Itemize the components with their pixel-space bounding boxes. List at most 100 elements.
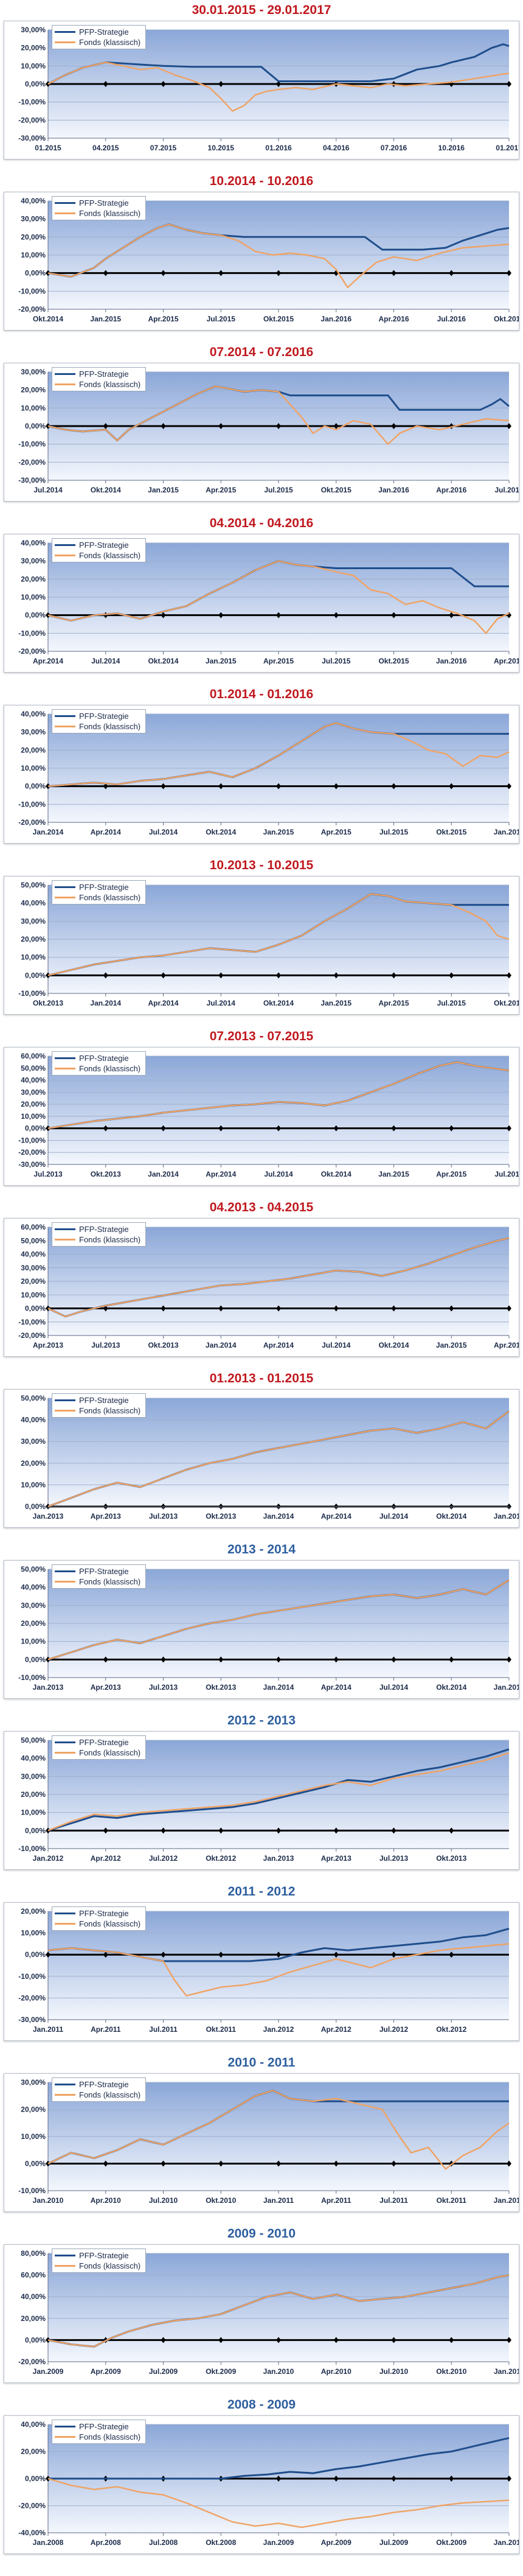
x-tick-marker: [218, 423, 224, 429]
series-line-fund: [47, 1752, 510, 1832]
legend-label-strategy: PFP-Strategie: [79, 2080, 129, 2089]
x-tick-label: Jan.2012: [494, 2196, 519, 2205]
legend-label-fund: Fonds (klassisch): [79, 2261, 141, 2270]
x-tick-marker: [103, 270, 108, 276]
x-tick-label: Apr.2014: [321, 1683, 352, 1692]
x-tick-label: 10.2016: [438, 144, 465, 152]
series-line-fund: [47, 1061, 510, 1129]
y-tick-label: -20,00%: [18, 305, 46, 313]
x-tick-label: Okt.2014: [378, 1341, 409, 1349]
legend-entry-strategy: PFP-Strategie: [55, 711, 140, 721]
x-tick-label: Okt.2015: [263, 315, 294, 323]
y-tick-label: 20,00%: [21, 233, 46, 241]
chart-frame: -30,00% -20,00% -10,00% 0,00% 10,00% 20,00% Ja…: [4, 1902, 519, 2041]
x-tick-marker: [46, 270, 50, 276]
x-tick-label: 01.2017: [496, 144, 519, 152]
x-tick-marker: [391, 2476, 397, 2482]
chart-frame: -20,00% -10,00% 0,00% 10,00% 20,00% 30,00% 40,…: [4, 192, 519, 331]
x-tick-label: Okt.2012: [436, 2025, 466, 2034]
y-tick-label: -10,00%: [18, 1136, 46, 1144]
y-tick-label: 50,00%: [21, 1394, 46, 1402]
y-tick-label: 10,00%: [21, 593, 46, 601]
x-tick-label: Jul.2015: [322, 657, 351, 665]
legend-swatch-strategy: [55, 1570, 75, 1572]
y-tick-label: 0,00%: [25, 1502, 46, 1511]
x-tick-label: Okt.2013: [91, 1170, 121, 1178]
legend-swatch-strategy: [55, 1913, 75, 1914]
y-tick-label: 0,00%: [25, 1655, 46, 1664]
x-tick-marker: [46, 1656, 50, 1663]
x-tick-label: Jul.2012: [379, 2025, 409, 2034]
y-tick-label: -30,00%: [18, 2015, 46, 2024]
x-tick-marker: [161, 423, 166, 429]
x-tick-marker: [161, 1125, 166, 1132]
x-tick-label: Apr.2013: [91, 1512, 121, 1521]
x-tick-label: Jan.2014: [90, 999, 121, 1007]
x-tick-marker: [46, 1951, 50, 1958]
x-tick-label: Jul.2014: [264, 1170, 293, 1178]
legend-swatch-fund: [55, 2265, 75, 2267]
x-tick-label: Apr.2009: [91, 2367, 121, 2376]
legend-swatch-fund: [55, 1410, 75, 1412]
legend-entry-fund: Fonds (klassisch): [55, 2090, 140, 2100]
series-line-fund: [47, 2274, 510, 2348]
series-line-fund: [47, 893, 510, 976]
y-tick-label: 20,00%: [21, 1100, 46, 1108]
y-tick-label: 30,00%: [21, 1601, 46, 1609]
legend-swatch-strategy: [55, 544, 75, 546]
x-tick-label: Jul.2013: [379, 1854, 409, 1863]
x-tick-marker: [507, 2337, 511, 2343]
x-tick-marker: [391, 423, 397, 429]
series-line-strategy: [48, 2437, 510, 2480]
x-tick-marker: [449, 2476, 454, 2482]
chart-title: 2011 - 2012: [227, 1885, 296, 1899]
y-tick-label: 30,00%: [21, 1437, 46, 1446]
legend-entry-fund: Fonds (klassisch): [55, 2261, 140, 2271]
chart-legend: PFP-Strategie Fonds (klassisch): [52, 1051, 147, 1076]
x-tick-marker: [333, 1125, 339, 1132]
x-tick-label: Apr.2015: [494, 1341, 519, 1349]
y-tick-label: 0,00%: [25, 1124, 46, 1133]
x-tick-label: Jan.2014: [33, 828, 64, 836]
legend-label-fund: Fonds (klassisch): [79, 893, 141, 902]
legend-label-strategy: PFP-Strategie: [79, 883, 129, 892]
y-tick-label: 30,00%: [21, 1088, 46, 1096]
x-tick-marker: [391, 972, 397, 979]
x-tick-label: Jul.2014: [379, 1512, 409, 1521]
y-tick-label: 20,00%: [21, 935, 46, 943]
legend-swatch-fund: [55, 1752, 75, 1754]
series-line-fund: [47, 1237, 510, 1317]
x-tick-marker: [218, 270, 224, 276]
chart-frame: -30,00% -20,00% -10,00% 0,00% 10,00% 20,00% 30…: [4, 1047, 519, 1186]
legend-entry-fund: Fonds (klassisch): [55, 1405, 140, 1416]
x-tick-marker: [276, 1305, 281, 1312]
x-tick-label: Jan.2010: [494, 2538, 519, 2547]
y-tick-label: 30,00%: [21, 728, 46, 737]
x-tick-marker: [333, 1656, 339, 1663]
y-tick-label: 30,00%: [21, 368, 46, 376]
y-tick-label: 20,00%: [21, 1790, 46, 1799]
x-tick-marker: [103, 1656, 108, 1663]
x-tick-label: Apr.2011: [91, 2025, 121, 2034]
x-tick-label: Jan.2015: [320, 999, 352, 1007]
x-tick-label: Apr.2010: [321, 2367, 352, 2376]
chart-legend: PFP-Strategie Fonds (klassisch): [52, 1393, 147, 1418]
chart-legend: PFP-Strategie Fonds (klassisch): [52, 25, 147, 49]
y-tick-label: 40,00%: [21, 197, 46, 205]
x-tick-label: Jul.2014: [149, 828, 178, 836]
x-tick-label: Okt.2014: [206, 828, 236, 836]
x-tick-label: Okt.2015: [436, 828, 466, 836]
x-tick-marker: [161, 972, 166, 979]
x-tick-label: Okt.2013: [206, 1683, 236, 1692]
chart-legend: PFP-Strategie Fonds (klassisch): [52, 367, 147, 391]
x-tick-marker: [276, 81, 281, 87]
legend-label-strategy: PFP-Strategie: [79, 541, 129, 550]
x-tick-marker: [276, 1827, 281, 1834]
chart-title: 01.2013 - 01.2015: [209, 1371, 314, 1385]
legend-entry-strategy: PFP-Strategie: [55, 2421, 140, 2432]
y-tick-label: 0,00%: [25, 80, 46, 88]
legend-entry-fund: Fonds (klassisch): [55, 550, 140, 561]
chart-svg: -30,00% -20,00% -10,00% 0,00% 10,00% 20,00% Ja…: [18, 1907, 510, 2034]
x-tick-label: Jan.2016: [378, 486, 409, 494]
x-tick-label: Okt.2012: [206, 1854, 236, 1863]
